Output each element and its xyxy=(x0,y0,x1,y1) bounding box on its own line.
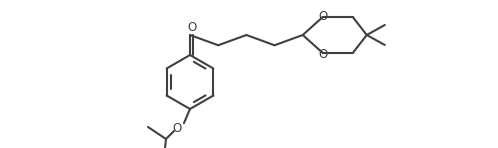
Text: O: O xyxy=(318,9,327,22)
Text: O: O xyxy=(187,21,196,33)
Text: O: O xyxy=(318,48,327,61)
Text: O: O xyxy=(172,122,182,135)
